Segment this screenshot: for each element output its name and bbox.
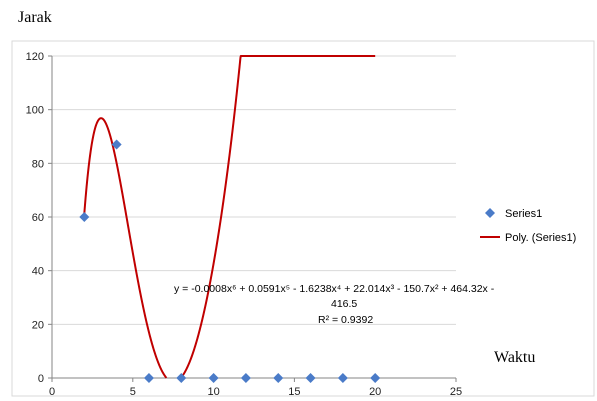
- y-tick-label: 120: [26, 51, 44, 63]
- trendline-equation: y = -0.0008x⁶ + 0.0591x⁵ - 1.6238x⁴ + 22…: [174, 283, 495, 326]
- side-label: Waktu: [494, 349, 536, 366]
- data-point: [79, 212, 90, 222]
- equation-line-1: y = -0.0008x⁶ + 0.0591x⁵ - 1.6238x⁴ + 22…: [174, 283, 495, 295]
- y-tick-label: 80: [32, 158, 44, 170]
- x-tick-label: 0: [49, 386, 55, 398]
- equation-line-2: 416.5: [331, 298, 357, 310]
- data-point: [370, 373, 381, 383]
- tick-labels: 0 20 40 60 80 100 120 0 5 10 15 20 25: [26, 51, 462, 398]
- x-tick-label: 10: [207, 386, 219, 398]
- legend: Series1 Poly. (Series1): [480, 208, 576, 244]
- data-point: [337, 373, 348, 383]
- trendline-segment: [180, 55, 376, 379]
- trendline-segment: [83, 117, 168, 379]
- axes: [48, 55, 457, 382]
- data-points: [79, 139, 381, 383]
- data-point: [176, 373, 187, 383]
- x-tick-label: 20: [369, 386, 381, 398]
- top-label: Jarak: [18, 9, 52, 26]
- data-point: [111, 139, 122, 150]
- y-tick-label: 0: [38, 373, 44, 385]
- legend-series1-label: Series1: [505, 208, 542, 220]
- data-point: [305, 373, 316, 383]
- y-tick-label: 20: [32, 319, 44, 331]
- data-point: [273, 373, 284, 383]
- y-tick-label: 60: [32, 212, 44, 224]
- x-tick-label: 15: [288, 386, 300, 398]
- y-tick-label: 100: [26, 105, 44, 117]
- data-point: [208, 373, 219, 383]
- r-squared-label: R² = 0.9392: [318, 314, 373, 326]
- legend-series1-marker: [485, 208, 495, 218]
- chart-frame: [11, 40, 595, 397]
- legend-trendline-label: Poly. (Series1): [505, 232, 576, 244]
- x-tick-label: 5: [130, 386, 136, 398]
- y-tick-label: 40: [32, 266, 44, 278]
- trendline-group: [83, 55, 376, 379]
- data-point: [240, 373, 251, 383]
- data-point: [143, 373, 154, 383]
- x-tick-label: 25: [450, 386, 462, 398]
